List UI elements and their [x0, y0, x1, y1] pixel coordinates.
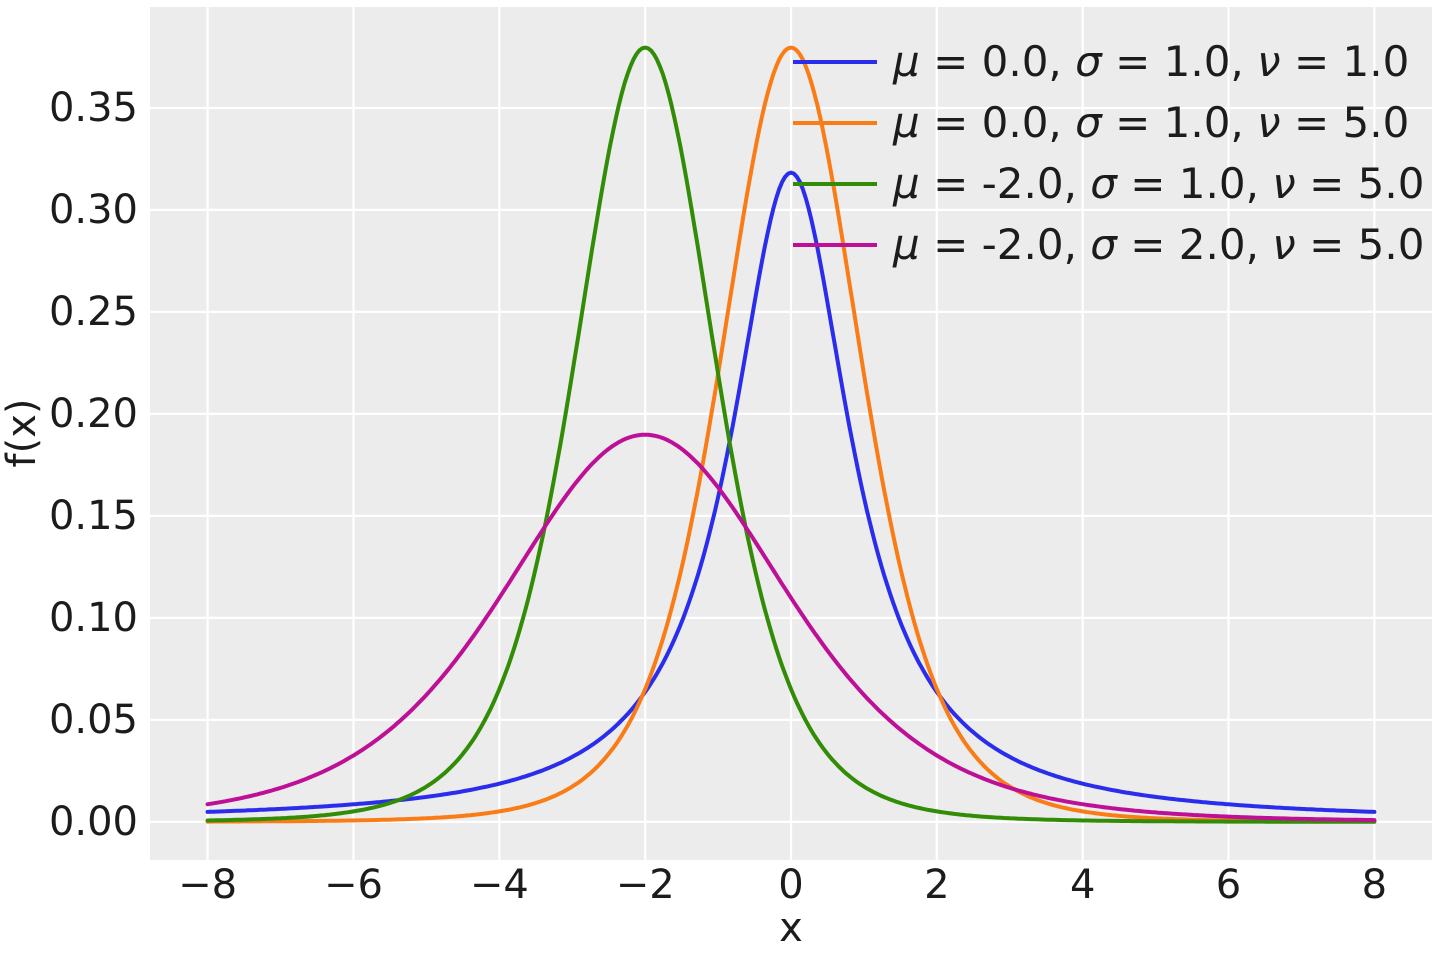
legend-line-icon [793, 181, 877, 186]
x-tick-label: −8 [178, 862, 238, 908]
y-tick-label: 0.25 [48, 288, 138, 335]
legend-line-icon [793, 59, 877, 64]
legend-line-icon [793, 120, 877, 125]
curve-3 [205, 432, 1377, 823]
legend: μ = 0.0, σ = 1.0, ν = 1.0 μ = 0.0, σ = 1.… [793, 31, 1424, 275]
x-tick-label: −4 [469, 862, 529, 908]
y-tick-label: 0.00 [48, 798, 138, 845]
x-tick-label: 2 [924, 862, 950, 908]
curve-1 [205, 45, 1377, 824]
x-axis-label: x [779, 905, 803, 951]
legend-entry: μ = 0.0, σ = 1.0, ν = 1.0 [793, 31, 1424, 92]
x-tick-label: 0 [778, 862, 804, 908]
x-tick-label: 6 [1215, 862, 1242, 908]
y-tick-label: 0.30 [48, 186, 138, 233]
legend-entry: μ = -2.0, σ = 1.0, ν = 5.0 [793, 153, 1424, 214]
y-tick-label: 0.05 [48, 696, 138, 743]
legend-label: μ = 0.0, σ = 1.0, ν = 1.0 [893, 36, 1410, 86]
legend-line-icon [793, 242, 877, 247]
x-tick-label: −2 [615, 862, 675, 908]
legend-label: μ = -2.0, σ = 2.0, ν = 5.0 [893, 219, 1425, 269]
y-axis-label: f(x) [0, 398, 45, 468]
legend-label: μ = 0.0, σ = 1.0, ν = 5.0 [893, 97, 1410, 147]
y-tick-label: 0.35 [48, 85, 138, 131]
x-tick-label: 4 [1069, 862, 1096, 908]
legend-entry: μ = -2.0, σ = 2.0, ν = 5.0 [793, 214, 1424, 275]
y-tick-label: 0.15 [48, 492, 138, 539]
y-tick-label: 0.10 [48, 594, 138, 641]
x-tick-label: −6 [324, 862, 383, 908]
legend-entry: μ = 0.0, σ = 1.0, ν = 5.0 [793, 92, 1424, 153]
legend-label: μ = -2.0, σ = 1.0, ν = 5.0 [893, 158, 1425, 208]
x-tick-label: 8 [1361, 862, 1388, 908]
y-tick-label: 0.20 [48, 390, 138, 437]
curve-2 [205, 45, 1377, 824]
